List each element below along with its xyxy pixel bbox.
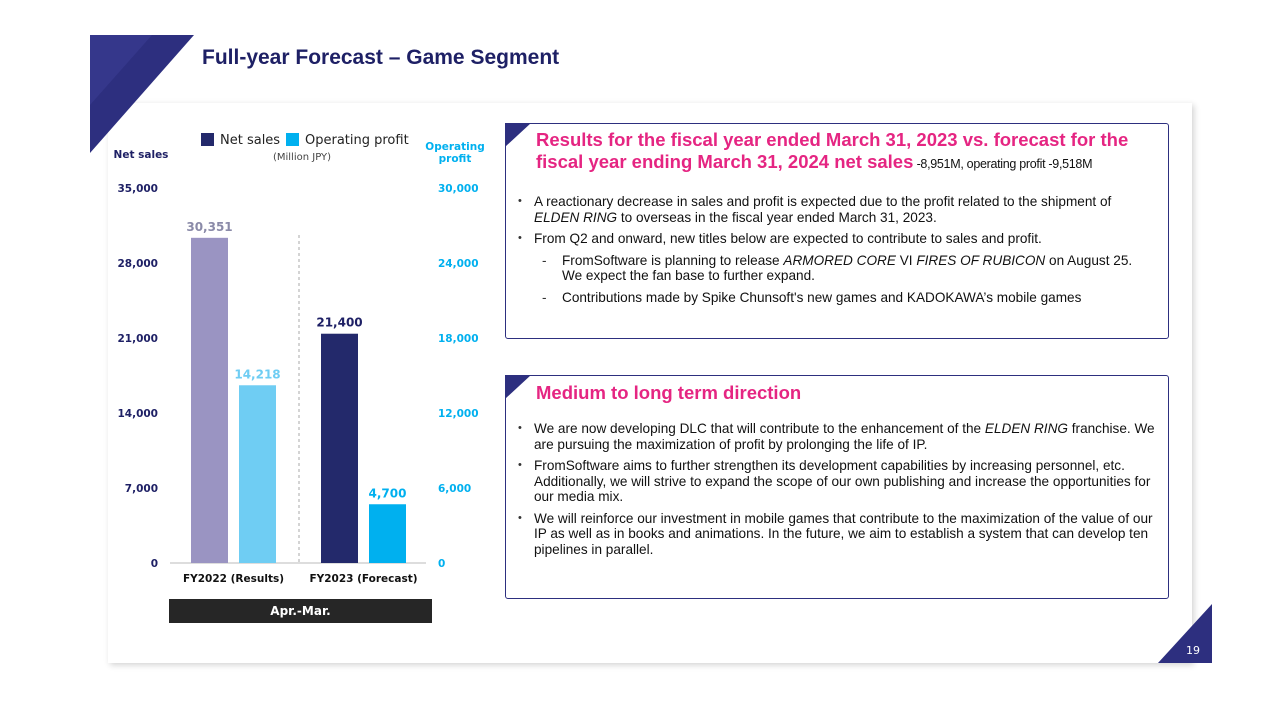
- net-sales-bar: [321, 333, 358, 563]
- list-item: We are now developing DLC that will cont…: [516, 421, 1156, 452]
- left-tick-label: 28,000: [117, 258, 158, 270]
- medium-long-term-title: Medium to long term direction: [536, 382, 802, 403]
- right-axis-label-line1: Operating: [425, 141, 484, 153]
- list-item: FromSoftware aims to further strengthen …: [516, 458, 1156, 505]
- operating-profit-value-label: 14,218: [234, 367, 280, 381]
- left-tick-label: 35,000: [117, 183, 158, 195]
- operating-profit-bar: [239, 385, 276, 563]
- period-label: Apr.-Mar.: [169, 599, 432, 623]
- left-tick-label: 21,000: [117, 333, 158, 345]
- chart-legend: Net sales Operating profit (Million JPY): [201, 133, 409, 163]
- list-item: A reactionary decrease in sales and prof…: [516, 194, 1156, 225]
- right-tick-label: 24,000: [438, 258, 479, 270]
- right-tick-label: 0: [438, 558, 445, 570]
- operating-profit-value-label: 4,700: [369, 486, 407, 500]
- corner-decoration-top-left-inner: [90, 35, 152, 105]
- net-sales-value-label: 30,351: [186, 220, 232, 234]
- bar-chart: Net sales Operating profit (Million JPY)…: [114, 133, 485, 585]
- right-tick-label: 6,000: [438, 483, 471, 495]
- list-item: FromSoftware is planning to release ARMO…: [516, 253, 1156, 284]
- legend-label-net-sales: Net sales: [220, 133, 280, 148]
- left-tick-label: 14,000: [117, 408, 158, 420]
- net-sales-value-label: 21,400: [316, 316, 362, 330]
- medium-long-term-list: We are now developing DLC that will cont…: [516, 421, 1156, 563]
- slide-title: Full-year Forecast – Game Segment: [202, 46, 560, 69]
- forecast-results-title-line2: fiscal year ending March 31, 2024 net sa…: [536, 151, 1176, 175]
- right-tick-label: 18,000: [438, 333, 479, 345]
- legend-swatch-operating-profit: [286, 133, 299, 146]
- right-axis-label-line2: profit: [439, 153, 472, 165]
- net-sales-bar: [191, 237, 228, 563]
- left-axis-label: Net sales: [114, 149, 169, 161]
- legend-swatch-net-sales: [201, 133, 214, 146]
- category-label: FY2023 (Forecast): [309, 573, 417, 585]
- forecast-results-subtitle: -8,951M, operating profit -9,518M: [913, 157, 1093, 171]
- category-label: FY2022 (Results): [183, 573, 284, 585]
- forecast-results-title: Results for the fiscal year ended March …: [536, 129, 1176, 175]
- box-corner-triangle: [505, 123, 531, 147]
- left-tick-label: 7,000: [125, 483, 158, 495]
- list-item: From Q2 and onward, new titles below are…: [516, 231, 1156, 247]
- forecast-results-title-line2-text: fiscal year ending March 31, 2024 net sa…: [536, 151, 914, 172]
- page-number: 19: [1186, 644, 1200, 657]
- left-tick-label: 0: [151, 558, 158, 570]
- list-item: Contributions made by Spike Chunsoft's n…: [516, 290, 1156, 306]
- forecast-results-title-line1: Results for the fiscal year ended March …: [536, 129, 1129, 150]
- unit-note: (Million JPY): [273, 152, 331, 163]
- forecast-results-list: A reactionary decrease in sales and prof…: [516, 194, 1156, 311]
- corner-decoration-bottom-right: [1158, 604, 1212, 663]
- legend-label-operating-profit: Operating profit: [305, 133, 409, 148]
- right-tick-label: 12,000: [438, 408, 479, 420]
- list-item: We will reinforce our investment in mobi…: [516, 511, 1156, 558]
- right-tick-label: 30,000: [438, 183, 479, 195]
- box-corner-triangle: [505, 375, 531, 399]
- operating-profit-bar: [369, 504, 406, 563]
